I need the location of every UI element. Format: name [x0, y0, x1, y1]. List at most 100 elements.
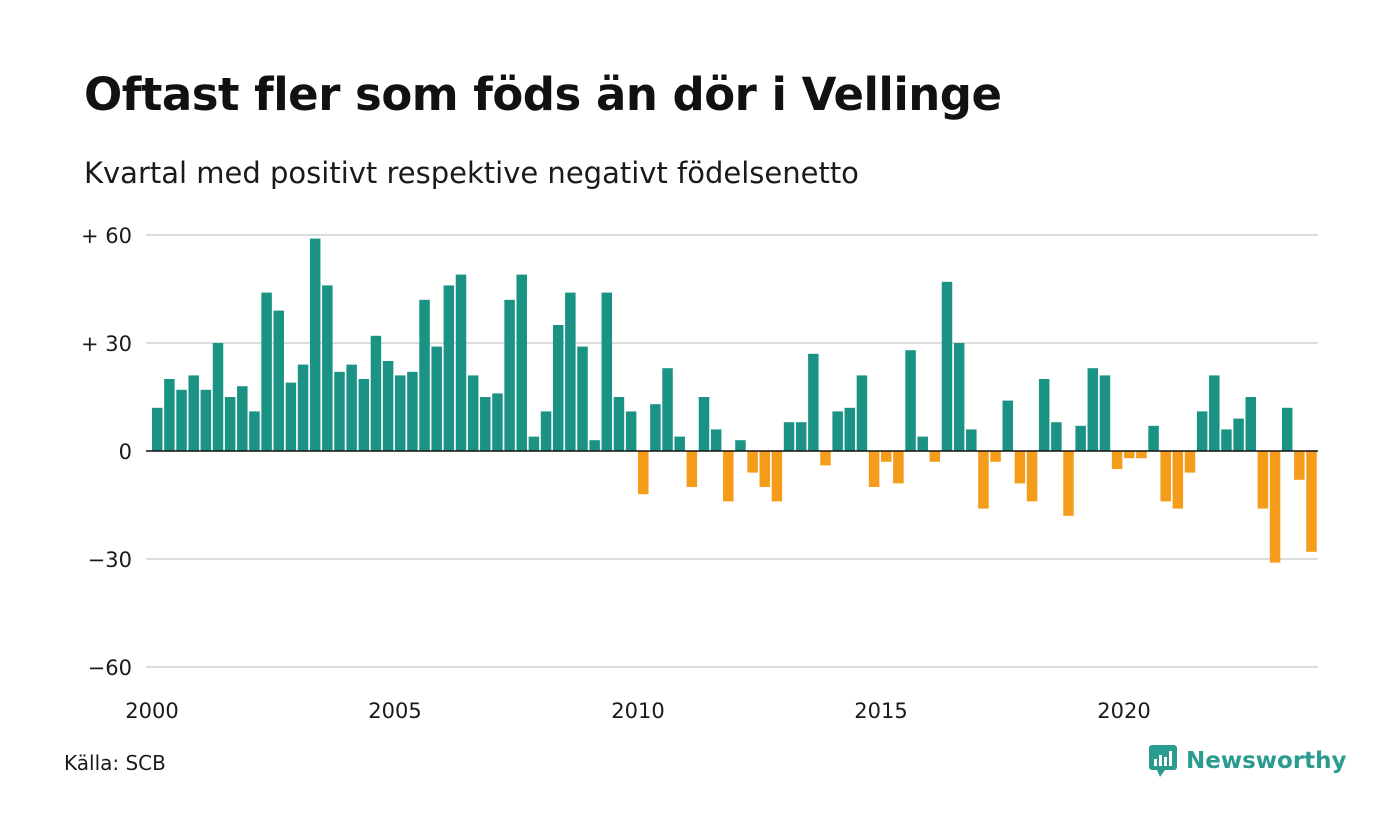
bar-2007-k3 — [516, 274, 527, 451]
bar-2022-k1 — [1221, 429, 1232, 451]
bar-2016-k2 — [941, 281, 953, 451]
bar-2000-k2 — [164, 379, 175, 451]
bar-2016-k3 — [953, 343, 965, 451]
bar-2023-k1 — [1269, 451, 1281, 563]
bar-2012-k1 — [735, 440, 746, 451]
bar-2015-k4 — [917, 436, 928, 451]
bar-2004-k1 — [346, 364, 357, 451]
bar-2004-k3 — [370, 335, 382, 451]
bar-2010-k3 — [662, 368, 673, 451]
bar-2019-k3 — [1099, 375, 1111, 451]
x-tick-label: 2005 — [368, 699, 421, 723]
bar-2020-k3 — [1148, 425, 1159, 451]
bar-2002-k3 — [273, 310, 284, 451]
bar-2023-k3 — [1294, 451, 1305, 480]
bar-2017-k2 — [990, 451, 1001, 462]
source-note: Källa: SCB — [64, 751, 166, 775]
bar-2017-k4 — [1014, 451, 1026, 484]
bar-2023-k4 — [1306, 451, 1317, 552]
bar-2011-k2 — [698, 397, 710, 451]
bar-2015-k2 — [893, 451, 904, 484]
bar-2013-k4 — [820, 451, 831, 466]
bar-2003-k4 — [334, 371, 345, 451]
bar-2014-k3 — [856, 375, 868, 451]
bar-2010-k4 — [674, 436, 685, 451]
y-tick-label: + 30 — [81, 332, 132, 356]
bar-2007-k4 — [528, 436, 540, 451]
y-tick-label: + 60 — [81, 224, 132, 248]
brand-logo[interactable]: Newsworthy — [1148, 744, 1347, 778]
bar-2021-k3 — [1196, 411, 1208, 451]
bar-2022-k4 — [1257, 451, 1269, 509]
bar-2002-k1 — [249, 411, 260, 451]
bar-2019-k4 — [1111, 451, 1123, 469]
bar-2006-k3 — [467, 375, 479, 451]
bar-2010-k1 — [638, 451, 649, 495]
bar-2010-k2 — [650, 404, 661, 451]
bar-2018-k4 — [1063, 451, 1074, 516]
bar-2018-k3 — [1051, 422, 1062, 451]
bar-2008-k1 — [540, 411, 552, 451]
y-axis-ticks: + 60 + 30 0 −30 −60 — [81, 224, 132, 680]
bar-2003-k1 — [297, 364, 309, 451]
bar-2002-k2 — [261, 292, 272, 451]
bar-2006-k1 — [443, 285, 455, 451]
bar-2023-k2 — [1281, 407, 1293, 451]
bar-2022-k2 — [1233, 418, 1244, 451]
bar-2005-k2 — [407, 371, 418, 451]
bar-2000-k4 — [188, 375, 199, 451]
bar-2020-k1 — [1124, 451, 1135, 459]
bar-2014-k1 — [832, 411, 843, 451]
bar-2004-k4 — [382, 361, 394, 451]
bar-2017-k1 — [978, 451, 989, 509]
bar-2011-k4 — [723, 451, 734, 502]
bar-2016-k4 — [966, 429, 977, 451]
bar-2015-k1 — [881, 451, 892, 462]
bar-2013-k2 — [795, 422, 807, 451]
bar-2009-k1 — [589, 440, 600, 451]
bar-2015-k3 — [905, 350, 916, 451]
bar-2003-k2 — [309, 238, 321, 451]
bar-2006-k4 — [480, 397, 491, 451]
bar-2005-k1 — [395, 375, 406, 451]
y-tick-label: −60 — [88, 656, 132, 680]
bar-2012-k3 — [759, 451, 770, 487]
bar-2001-k4 — [237, 386, 248, 451]
bar-2019-k2 — [1087, 368, 1099, 451]
bar-2000-k3 — [176, 389, 187, 451]
bar-2022-k3 — [1245, 397, 1256, 451]
y-tick-label: 0 — [119, 440, 132, 464]
bar-2017-k3 — [1002, 400, 1013, 451]
bar-2011-k3 — [710, 429, 722, 451]
bar-2018-k1 — [1026, 451, 1038, 502]
bar-2004-k2 — [358, 379, 370, 451]
bar-2002-k4 — [285, 382, 297, 451]
bar-2008-k3 — [565, 292, 576, 451]
bar-2000-k1 — [152, 407, 163, 451]
bar-2001-k3 — [224, 397, 236, 451]
bar-2001-k2 — [212, 343, 224, 451]
chart-title: Oftast fler som föds än dör i Vellinge — [84, 68, 1002, 121]
bar-2013-k1 — [783, 422, 795, 451]
bars — [152, 238, 1317, 563]
bar-2014-k4 — [868, 451, 880, 487]
bar-2020-k2 — [1136, 451, 1147, 459]
x-axis-ticks: 2000 2005 2010 2015 2020 — [125, 699, 1150, 723]
bar-2021-k2 — [1184, 451, 1196, 473]
bar-2007-k1 — [492, 393, 503, 451]
brand-name: Newsworthy — [1186, 748, 1347, 774]
bar-2021-k4 — [1209, 375, 1220, 451]
bar-2008-k4 — [577, 346, 588, 451]
bar-2011-k1 — [686, 451, 698, 487]
bar-2008-k2 — [552, 325, 564, 451]
newsworthy-logo-icon — [1149, 745, 1177, 777]
x-tick-label: 2020 — [1097, 699, 1150, 723]
gridlines — [146, 234, 1318, 668]
x-tick-label: 2010 — [611, 699, 664, 723]
bar-2013-k3 — [808, 353, 819, 451]
bar-2009-k2 — [601, 292, 613, 451]
bar-2006-k2 — [455, 274, 467, 451]
bar-2005-k4 — [431, 346, 442, 451]
bar-2012-k2 — [747, 451, 758, 473]
